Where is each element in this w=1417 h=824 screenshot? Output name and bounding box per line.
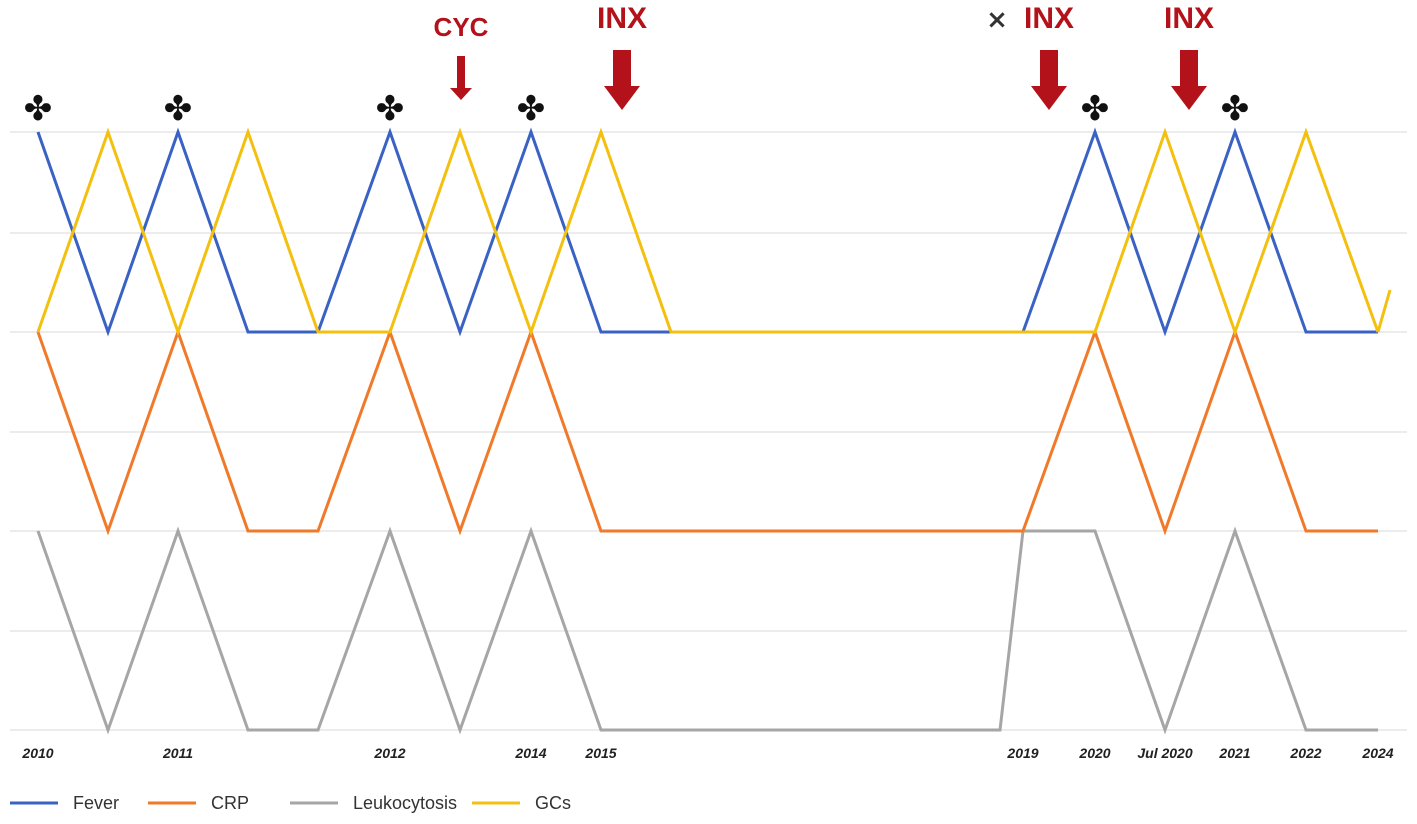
- annotation-x-marker: ×: [986, 5, 1008, 35]
- x-tick-label: Jul 2020: [1137, 745, 1192, 761]
- annotation-arrow-inx-2: [1031, 50, 1067, 110]
- x-tick-label: 2019: [1006, 745, 1038, 761]
- x-tick-label: 2010: [21, 745, 53, 761]
- annotation-arrow-inx-1: [604, 50, 640, 110]
- flare-marker: ✤: [1081, 89, 1110, 129]
- x-tick-label: 2011: [162, 745, 193, 761]
- legend-label-crp: CRP: [211, 793, 249, 813]
- series-lines: [36, 127, 1392, 735]
- annotation-label-inx-1: INX: [597, 2, 647, 35]
- x-tick-label: 2020: [1078, 745, 1110, 761]
- flare-marker: ✤: [517, 89, 546, 129]
- legend-label-leukocytosis: Leukocytosis: [353, 793, 457, 813]
- annotations: ✤ ✤ ✤ ✤ ✤ ✤ CYC INX INX × INX: [24, 2, 1250, 129]
- legend-label-gcs: GCs: [535, 793, 571, 813]
- flare-marker: ✤: [376, 89, 405, 129]
- legend-label-fever: Fever: [73, 793, 119, 813]
- x-tick-label: 2022: [1289, 745, 1321, 761]
- annotation-label-inx-2: INX: [1024, 2, 1074, 35]
- annotation-label-cyc-0: CYC: [434, 12, 489, 42]
- annotation-label-inx-3: INX: [1164, 2, 1214, 35]
- x-tick-label: 2015: [584, 745, 616, 761]
- x-tick-label: 2024: [1361, 745, 1393, 761]
- legend: Fever CRP Leukocytosis GCs: [10, 793, 571, 813]
- annotation-arrow-cyc-0: [450, 56, 472, 100]
- flare-marker: ✤: [1221, 89, 1250, 129]
- flare-marker: ✤: [24, 89, 53, 129]
- x-tick-label: 2014: [514, 745, 546, 761]
- series-line-gcs-tail: [1376, 289, 1392, 333]
- flare-marker: ✤: [164, 89, 193, 129]
- x-tick-label: 2012: [373, 745, 405, 761]
- annotation-arrow-inx-3: [1171, 50, 1207, 110]
- x-tick-label: 2021: [1218, 745, 1250, 761]
- x-axis-ticks: 2010 2011 2012 2014 2015 2019 2020 Jul 2020 2021…: [21, 745, 1393, 761]
